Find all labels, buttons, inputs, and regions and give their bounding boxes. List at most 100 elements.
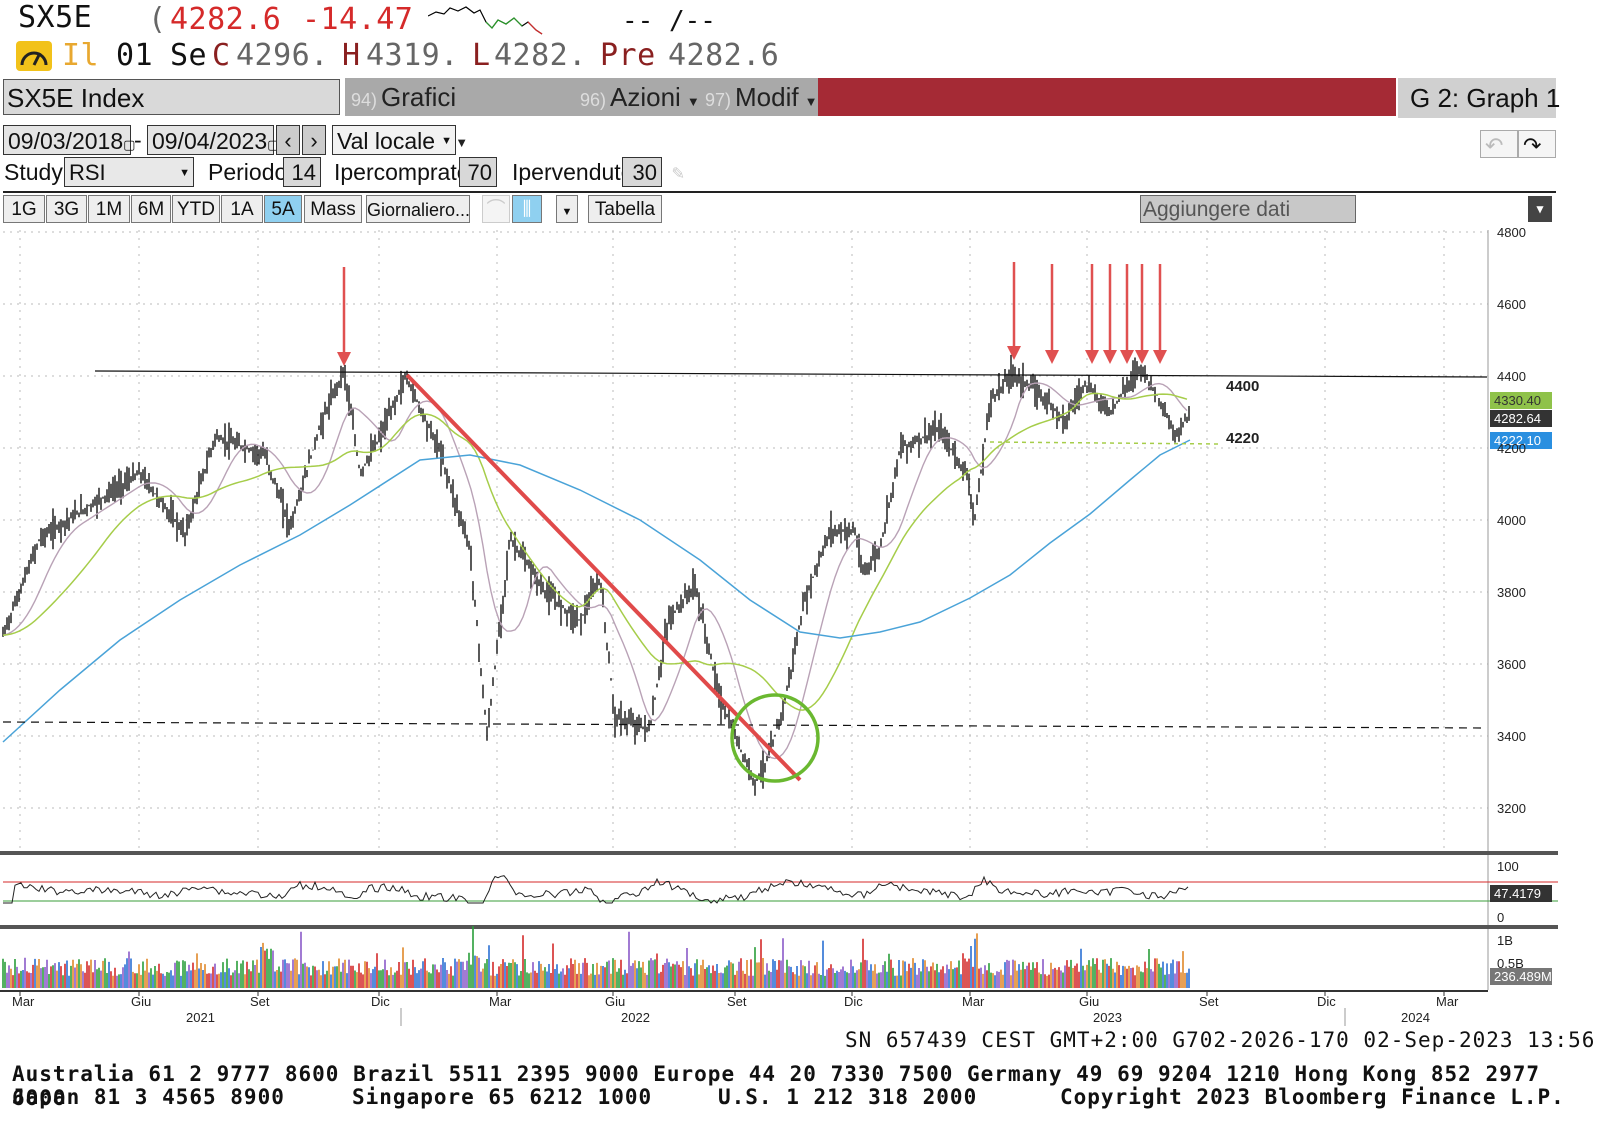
frequency-select[interactable]: Giornaliero... bbox=[366, 195, 470, 223]
security-field[interactable]: SX5E Index bbox=[3, 79, 340, 115]
caret-down-icon: ▼ bbox=[455, 135, 469, 150]
end-date-field[interactable]: 09/04/2023▢ bbox=[147, 125, 279, 155]
x-year-label: 2021 bbox=[186, 1010, 215, 1025]
volume-bars bbox=[12, 935, 1180, 988]
badge-ma-green-bg bbox=[1490, 392, 1552, 409]
add-data-dropdown[interactable]: ▼ bbox=[1528, 196, 1552, 222]
y-tick-label: 4200 bbox=[1497, 441, 1526, 456]
suggested-num: 94) bbox=[351, 90, 378, 110]
badge-ma-green: 4330.40 bbox=[1494, 393, 1541, 408]
modify-button[interactable]: 97) Modif ▼ bbox=[699, 78, 819, 116]
chart-type-dropdown[interactable]: ▼ bbox=[556, 195, 578, 223]
sparkline-icon bbox=[428, 6, 543, 35]
x-month-label: Dic bbox=[1317, 994, 1336, 1009]
x-month-label: Giu bbox=[1079, 994, 1099, 1009]
range-tab-5a[interactable]: 5A bbox=[264, 195, 302, 223]
x-month-label: Mar bbox=[1436, 994, 1459, 1009]
date-separator: - bbox=[134, 127, 142, 153]
add-data-field[interactable]: Aggiungere dati bbox=[1140, 195, 1356, 223]
footer-us: U.S. 1 212 318 2000 bbox=[718, 1085, 978, 1109]
arrow-down-icon bbox=[1085, 350, 1099, 364]
y-tick-label: 3200 bbox=[1497, 801, 1526, 816]
bar-type-button[interactable]: ⫼ bbox=[512, 195, 542, 223]
badge-ma-blue: 4222.10 bbox=[1494, 433, 1541, 448]
study-select[interactable]: RSI ▼ bbox=[64, 157, 194, 187]
overbought-input[interactable]: 70 bbox=[459, 157, 497, 187]
prev-period-button[interactable]: ‹ bbox=[276, 125, 300, 155]
rsi-badge: 47.4179 bbox=[1494, 886, 1541, 901]
last-price: 4282.6 bbox=[170, 2, 282, 37]
arrow-down-icon bbox=[1135, 350, 1149, 364]
gauge-icon[interactable] bbox=[16, 41, 52, 71]
undo-button[interactable]: ↶ bbox=[1480, 130, 1518, 158]
caret-down-icon: ▼ bbox=[561, 206, 573, 218]
bottom-highlight-circle bbox=[730, 693, 820, 783]
range-tab-3g[interactable]: 3G bbox=[46, 195, 87, 223]
table-button[interactable]: Tabella bbox=[588, 195, 662, 223]
redo-button[interactable]: ↷ bbox=[1518, 130, 1556, 158]
candle-type-button[interactable]: ⌒ bbox=[482, 195, 510, 223]
range-tab-6m[interactable]: 6M bbox=[131, 195, 171, 223]
x-month-label: Mar bbox=[962, 994, 985, 1009]
redo-icon: ↷ bbox=[1523, 133, 1542, 158]
start-date-field[interactable]: 09/03/2018▢ bbox=[3, 125, 135, 155]
badge-ma-blue-bg bbox=[1490, 432, 1552, 449]
start-date-value: 09/03/2018 bbox=[8, 128, 124, 154]
indicator-label: Il bbox=[62, 38, 100, 73]
ma-slow-line bbox=[2, 439, 1191, 743]
x-month-label: Set bbox=[727, 994, 747, 1009]
rsi-tick-100: 100 bbox=[1497, 859, 1519, 874]
open-value: 4296. bbox=[236, 38, 329, 73]
period-label: Periodo bbox=[208, 159, 288, 185]
price-change: -14.47 bbox=[302, 2, 414, 37]
y-tick-label: 3800 bbox=[1497, 585, 1526, 600]
range-tab-ytd[interactable]: YTD bbox=[172, 195, 220, 223]
x-month-label: Dic bbox=[844, 994, 863, 1009]
actions-label: Azioni bbox=[610, 82, 681, 112]
range-tab-1m[interactable]: 1M bbox=[88, 195, 130, 223]
range-tab-mass[interactable]: Mass bbox=[304, 195, 362, 223]
x-month-label: Dic bbox=[371, 994, 390, 1009]
ma-medium-line bbox=[2, 392, 1188, 711]
arrow-down-icon bbox=[1103, 350, 1117, 364]
arrow-down-icon bbox=[1045, 350, 1059, 364]
period-input[interactable]: 14 bbox=[283, 157, 321, 187]
arrow-down-icon bbox=[337, 352, 351, 366]
range-tab-1g[interactable]: 1G bbox=[3, 195, 45, 223]
oversold-input[interactable]: 30 bbox=[622, 157, 662, 187]
high-value: 4319. bbox=[366, 38, 459, 73]
resistance-label: 4400 bbox=[1226, 378, 1259, 395]
volume-badge: 236.489M bbox=[1494, 969, 1552, 984]
overbought-label: Ipercomprato bbox=[334, 159, 470, 185]
pencil-icon[interactable]: ✎ bbox=[672, 160, 685, 184]
actions-button[interactable]: 96) Azioni ▼ bbox=[574, 78, 700, 116]
x-year-label: 2022 bbox=[621, 1010, 650, 1025]
study-label: Study bbox=[4, 159, 63, 185]
y-tick-label: 4400 bbox=[1497, 369, 1526, 384]
volume-badge-bg bbox=[1490, 968, 1552, 985]
currency-select[interactable]: Val locale ▼ bbox=[332, 125, 456, 155]
graph-name[interactable]: G 2: Graph 1 bbox=[1398, 78, 1560, 118]
range-tab-1a[interactable]: 1A bbox=[221, 195, 263, 223]
x-axis-line bbox=[0, 990, 1488, 992]
low-label: L bbox=[472, 38, 491, 73]
calendar-icon[interactable]: ▢ bbox=[123, 137, 136, 152]
low-value: 4282. bbox=[494, 38, 587, 73]
suggested-charts-button[interactable]: 94)Grafici suggeriti▼ bbox=[345, 78, 575, 153]
next-period-button[interactable]: › bbox=[302, 125, 326, 155]
price-series bbox=[2, 354, 1190, 796]
toolbar-spacer bbox=[818, 78, 1396, 116]
footer-singapore: Singapore 65 6212 1000 bbox=[352, 1085, 653, 1109]
price-chart[interactable]: 4400 4220 4330.40 4282.64 4222.10 47.4179 236.… bbox=[0, 224, 1600, 1034]
high-label: H bbox=[342, 38, 361, 73]
open-label: C bbox=[212, 38, 231, 73]
end-date-value: 09/04/2023 bbox=[152, 128, 268, 154]
x-month-label: Mar bbox=[489, 994, 512, 1009]
prev-label: Pre bbox=[600, 38, 656, 73]
session-status: SN 657439 CEST GMT+2:00 G702-2026-170 02… bbox=[845, 1028, 1596, 1052]
date-month: Se bbox=[170, 38, 208, 73]
volume-tick-1b: 1B bbox=[1497, 933, 1513, 948]
x-year-label: 2023 bbox=[1093, 1010, 1122, 1025]
x-month-label: Set bbox=[1199, 994, 1219, 1009]
modify-num: 97) bbox=[705, 90, 732, 110]
